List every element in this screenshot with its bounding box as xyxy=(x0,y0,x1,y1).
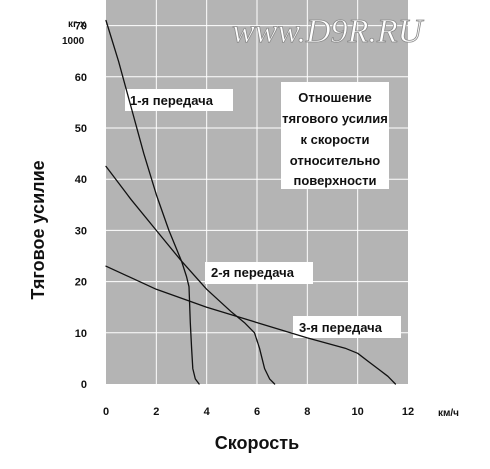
annotation-line-5: поверхности xyxy=(293,173,376,188)
y-tick-label: 40 xyxy=(75,174,87,186)
series-label-background-1 xyxy=(125,89,233,111)
tick-labels: 0 2 4 6 8 10 12 0 10 20 30 40 50 60 70 xyxy=(75,21,414,418)
series-label-background-3 xyxy=(293,316,401,338)
y-tick-label: 0 xyxy=(81,379,87,391)
series-lines xyxy=(105,19,397,385)
y-unit-line2: 1000 xyxy=(62,36,85,47)
y-tick-label: 60 xyxy=(75,72,87,84)
annotation-line-4: относительно xyxy=(290,153,381,168)
x-unit: км/ч xyxy=(438,408,459,419)
annotation-line-1: Отношение xyxy=(298,90,371,105)
y-tick-label: 50 xyxy=(75,123,87,135)
x-tick-label: 6 xyxy=(254,406,260,418)
watermark: www.D9R.RU xyxy=(232,13,425,50)
x-tick-label: 8 xyxy=(304,406,310,418)
x-tick-label: 10 xyxy=(352,406,364,418)
y-tick-label: 20 xyxy=(75,277,87,289)
annotation-line-3: к скорости xyxy=(301,132,370,147)
x-tick-label: 2 xyxy=(153,406,159,418)
y-axis-title: Тяговое усилие xyxy=(28,160,48,299)
annotation-line-2: тягового усилия xyxy=(282,111,388,126)
series-line-3 xyxy=(105,265,397,385)
series-label-1: 1-я передача xyxy=(130,93,214,108)
y-unit-line1: кг x xyxy=(68,19,86,30)
y-tick-label: 30 xyxy=(75,225,87,237)
y-tick-label: 70 xyxy=(75,21,87,33)
series-label-2: 2-я передача xyxy=(211,265,295,280)
series-line-1 xyxy=(105,19,200,385)
y-tick-label: 10 xyxy=(75,328,87,340)
series-label-backgrounds xyxy=(125,89,401,338)
x-tick-label: 0 xyxy=(103,406,109,418)
x-tick-label: 4 xyxy=(204,406,211,418)
annotation-background xyxy=(281,82,389,189)
x-axis-title: Скорость xyxy=(215,433,299,453)
annotation: Отношение тягового усилия к скорости отн… xyxy=(281,82,389,189)
x-tick-label: 12 xyxy=(402,406,414,418)
series-label-3: 3-я передача xyxy=(299,320,383,335)
series-label-background-2 xyxy=(205,262,313,284)
